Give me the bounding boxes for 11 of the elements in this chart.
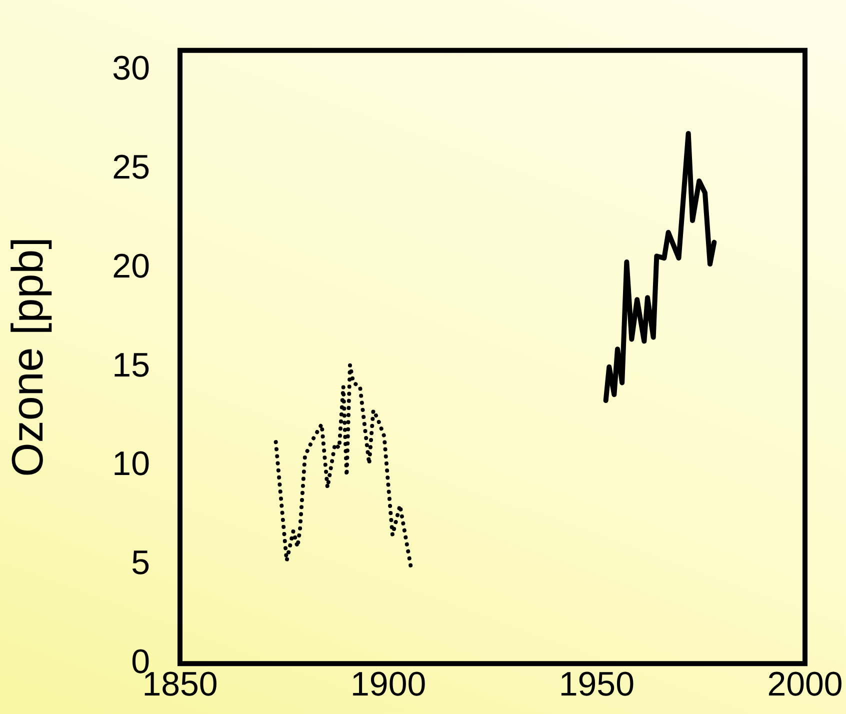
line-series — [274, 362, 413, 569]
y-tick-label: 10 — [112, 445, 150, 484]
y-axis-title: Ozone [ppb] — [4, 237, 53, 477]
y-tick-label: 25 — [112, 148, 150, 186]
x-tick-label: 1950 — [558, 665, 634, 704]
x-tick-label: 1900 — [350, 665, 426, 704]
y-tick-label: 15 — [112, 346, 150, 384]
y-tick-label: 20 — [112, 247, 150, 286]
y-tick-label: 30 — [112, 50, 150, 88]
y-tick-label: 5 — [131, 544, 150, 582]
x-tick-label: 2000 — [767, 665, 843, 704]
